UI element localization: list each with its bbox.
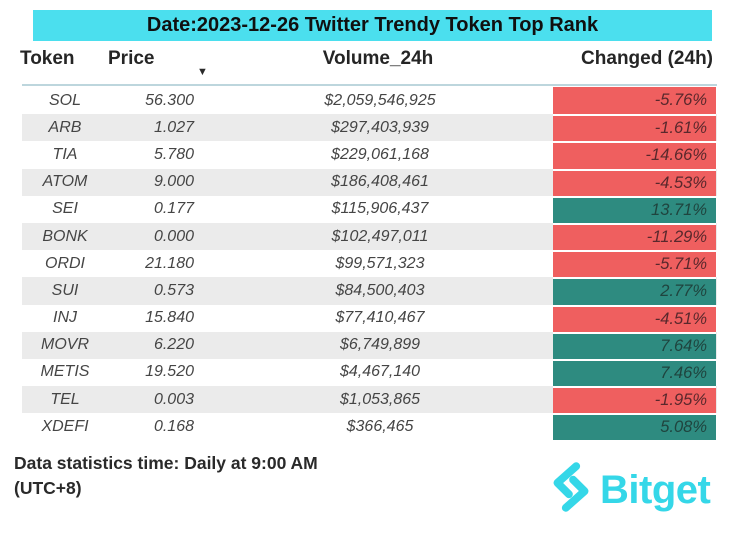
token-cell: SEI [52, 200, 78, 218]
volume-cell: $297,403,939 [331, 118, 429, 136]
volume-cell: $6,749,899 [339, 336, 421, 354]
volume-cell: $102,497,011 [331, 227, 429, 245]
changed-cell: -4.51% [553, 304, 716, 332]
table-row[interactable]: METIS 19.520 $4,467,140 7.46% [22, 358, 717, 387]
price-cell: 0.000 [153, 227, 194, 245]
table-body: SOL 56.300 $2,059,546,925 -5.76% ARB 1.0… [22, 87, 717, 441]
volume-cell: $84,500,403 [335, 281, 425, 299]
volume-cell: $2,059,546,925 [324, 91, 436, 109]
column-headers: Token Price Volume_24h Changed (24h) [0, 48, 730, 74]
table-row[interactable]: XDEFI 0.168 $366,465 5.08% [22, 413, 717, 441]
token-cell: ARB [48, 118, 82, 136]
changed-cell: -4.53% [553, 168, 716, 196]
table-row[interactable]: MOVR 6.220 $6,749,899 7.64% [22, 331, 717, 359]
token-cell: ORDI [45, 254, 85, 272]
header-divider [22, 84, 717, 86]
bitget-logo-wordmark: Bitget [600, 467, 711, 512]
table-row[interactable]: INJ 15.840 $77,410,467 -4.51% [22, 304, 717, 332]
sort-descending-icon[interactable]: ▼ [197, 66, 208, 78]
changed-cell: 7.46% [553, 358, 716, 387]
table-row[interactable]: TEL 0.003 $1,053,865 -1.95% [22, 386, 717, 414]
bitget-logo: Bitget [546, 462, 711, 517]
table-row[interactable]: BONK 0.000 $102,497,011 -11.29% [22, 222, 717, 251]
data-statistics-note: Data statistics time: Daily at 9:00 AM (… [14, 451, 318, 501]
changed-cell: -5.76% [553, 87, 716, 115]
changed-cell: -1.61% [553, 114, 716, 142]
price-cell: 19.520 [145, 363, 194, 381]
price-cell: 0.177 [153, 200, 194, 218]
volume-cell: $366,465 [346, 417, 414, 435]
token-cell: MOVR [41, 336, 89, 354]
table-row[interactable]: SUI 0.573 $84,500,403 2.77% [22, 277, 717, 305]
price-cell: 15.840 [145, 309, 194, 327]
changed-cell: -14.66% [553, 141, 716, 169]
price-cell: 5.780 [153, 145, 194, 163]
column-header-volume[interactable]: Volume_24h [322, 48, 434, 69]
volume-cell: $115,906,437 [331, 200, 429, 218]
price-cell: 56.300 [145, 91, 194, 109]
price-cell: 9.000 [153, 173, 194, 191]
price-cell: 6.220 [153, 336, 194, 354]
volume-cell: $186,408,461 [331, 173, 429, 191]
table-row[interactable]: TIA 5.780 $229,061,168 -14.66% [22, 141, 717, 169]
token-cell: ATOM [42, 173, 88, 191]
changed-cell: 13.71% [553, 195, 716, 223]
token-cell: BONK [42, 227, 88, 245]
token-cell: XDEFI [41, 417, 89, 435]
column-header-changed[interactable]: Changed (24h) [581, 48, 713, 69]
price-cell: 0.168 [153, 417, 194, 435]
price-cell: 0.003 [153, 390, 194, 408]
volume-cell: $1,053,865 [339, 390, 421, 408]
note-line-1: Data statistics time: Daily at 9:00 AM [14, 453, 318, 473]
changed-cell: -11.29% [553, 222, 716, 251]
changed-cell: 5.08% [553, 413, 716, 441]
changed-cell: -5.71% [553, 250, 716, 278]
table-row[interactable]: ORDI 21.180 $99,571,323 -5.71% [22, 250, 717, 278]
token-cell: TEL [50, 390, 80, 408]
column-header-token[interactable]: Token [20, 48, 75, 69]
token-cell: TIA [52, 145, 78, 163]
bitget-logo-icon [546, 462, 596, 517]
changed-cell: 2.77% [553, 277, 716, 305]
table-row[interactable]: ARB 1.027 $297,403,939 -1.61% [22, 114, 717, 142]
table-row[interactable]: ATOM 9.000 $186,408,461 -4.53% [22, 168, 717, 196]
report-title: Date:2023-12-26 Twitter Trendy Token Top… [146, 14, 599, 36]
table-row[interactable]: SEI 0.177 $115,906,437 13.71% [22, 195, 717, 223]
token-cell: SOL [48, 91, 81, 109]
volume-cell: $4,467,140 [339, 363, 421, 381]
token-cell: METIS [40, 363, 90, 381]
price-cell: 1.027 [153, 118, 194, 136]
column-header-price[interactable]: Price [108, 48, 155, 69]
token-cell: SUI [51, 281, 79, 299]
volume-cell: $99,571,323 [335, 254, 425, 272]
volume-cell: $229,061,168 [331, 145, 429, 163]
changed-cell: 7.64% [553, 331, 716, 359]
price-cell: 21.180 [145, 254, 194, 272]
price-cell: 0.573 [153, 281, 194, 299]
volume-cell: $77,410,467 [335, 309, 425, 327]
token-cell: INJ [53, 309, 77, 327]
note-line-2: (UTC+8) [14, 478, 82, 498]
report-title-bar: Date:2023-12-26 Twitter Trendy Token Top… [33, 10, 712, 41]
changed-cell: -1.95% [553, 386, 716, 414]
table-row[interactable]: SOL 56.300 $2,059,546,925 -5.76% [22, 87, 717, 115]
